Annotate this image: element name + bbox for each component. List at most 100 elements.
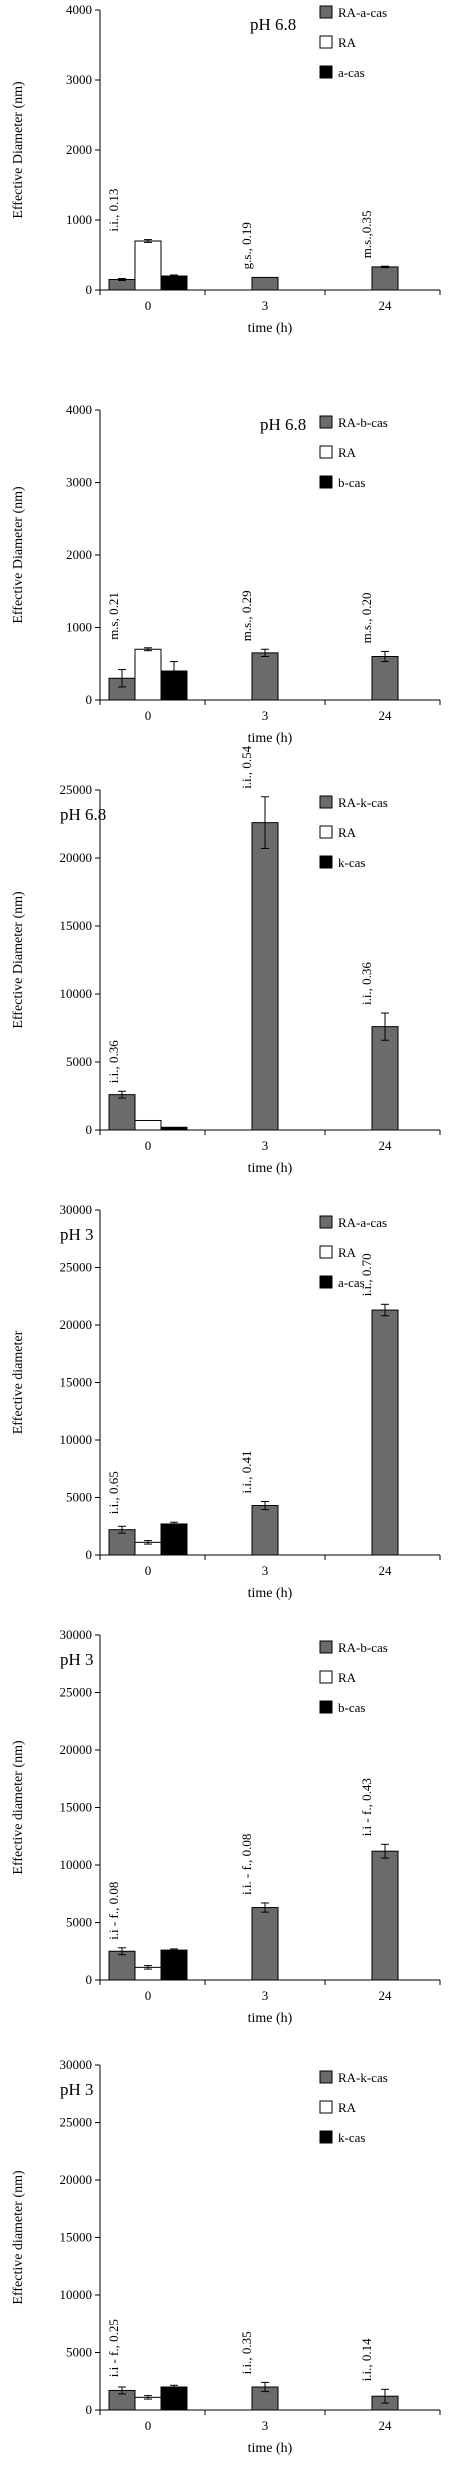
x-axis-label: time (h) [248, 2011, 293, 2026]
bar-annotation: i.i., 0.35 [239, 2331, 254, 2374]
y-tick-label: 2000 [66, 547, 92, 562]
chart-panel-1: 0 1000 2000 3000 4000 0 3 24 time (h) Effective D… [11, 2, 441, 336]
y-tick-label: 25000 [60, 1260, 93, 1275]
y-tick-label: 15000 [60, 918, 93, 933]
bar-ra-b-cas [251, 1907, 279, 1981]
x-tick-label: 0 [145, 1563, 152, 1578]
bar-annotation: i.i., 0.41 [239, 1451, 254, 1494]
bar-ra-a-cas [371, 1309, 399, 1556]
legend-swatch [319, 65, 333, 79]
chart-panel-4: 0 5000 10000 15000 20000 25000 30000 0 3 24 time (… [11, 1202, 441, 1601]
x-axis-label: time (h) [248, 731, 293, 746]
y-tick-label: 0 [86, 1122, 93, 1137]
legend-entry: k-cas [338, 2130, 365, 2145]
bar-annotation: m.s.,0.35 [359, 211, 374, 259]
y-tick-label: 15000 [60, 1375, 93, 1390]
bar-annotation: i.i. - f., 0.08 [239, 1834, 254, 1895]
bar-a-cas [160, 275, 188, 291]
y-tick-label: 5000 [66, 1915, 92, 1930]
legend-swatch [319, 2100, 333, 2114]
x-axis-label: time (h) [248, 2441, 293, 2456]
chart-panel-5: 0 5000 10000 15000 20000 25000 30000 0 3 24 time (… [11, 1627, 441, 2026]
x-tick-label: 0 [145, 1988, 152, 2003]
bar-ra-a-cas [251, 276, 279, 291]
legend-entry: RA-b-cas [338, 1640, 388, 1655]
bar-annotation: i.i., 0.65 [106, 1471, 121, 1514]
y-tick-label: 10000 [60, 1432, 93, 1447]
y-axis-label: Effective Diameter (nm) [11, 81, 26, 219]
chart-panel-6: 0 5000 10000 15000 20000 25000 30000 0 3 24 time (… [11, 2057, 441, 2456]
bar-annotation: i.i., 0.36 [359, 962, 374, 1005]
bar-k-cas [160, 2386, 188, 2411]
x-axis-label: time (h) [248, 321, 293, 336]
legend-swatch [319, 1245, 333, 1259]
y-tick-label: 1000 [66, 212, 92, 227]
bar-ra-a-cas [108, 279, 136, 291]
bar-ra-k-cas [108, 1094, 136, 1131]
legend-entry: RA-k-cas [338, 795, 388, 810]
x-tick-label: 3 [262, 1988, 269, 2003]
bar-annotation: i.i., 0.13 [106, 189, 121, 232]
chart-title: pH 6.8 [250, 15, 296, 34]
y-tick-label: 4000 [66, 402, 92, 417]
y-axis-label: Effective diameter (nm) [11, 2170, 26, 2305]
legend-entry: RA-k-cas [338, 2070, 388, 2085]
y-tick-label: 30000 [60, 1627, 93, 1642]
legend-swatch [319, 5, 333, 19]
bar-annotation: i.i., 0.70 [359, 1253, 374, 1296]
y-axis-label: Effective Diameter (nm) [11, 891, 26, 1029]
y-tick-label: 5000 [66, 1490, 92, 1505]
bar-annotation: m.s, 0.21 [106, 592, 121, 640]
y-tick-label: 0 [86, 692, 93, 707]
y-tick-label: 10000 [60, 986, 93, 1001]
bar-b-cas [160, 670, 188, 701]
legend-entry: RA [338, 445, 357, 460]
legend-swatch [319, 1640, 333, 1654]
bar-ra [134, 1119, 162, 1131]
bar-ra [134, 648, 162, 701]
y-tick-label: 30000 [60, 1202, 93, 1217]
legend-swatch [319, 2130, 333, 2144]
legend-entry: RA-a-cas [338, 1215, 387, 1230]
legend-entry: RA [338, 2100, 357, 2115]
legend-entry: RA-b-cas [338, 415, 388, 430]
bar-k-cas [160, 1126, 188, 1131]
bar-ra [134, 240, 162, 291]
legend-entry: a-cas [338, 65, 365, 80]
bar-ra-a-cas [108, 1529, 136, 1556]
x-tick-label: 3 [262, 1563, 269, 1578]
y-tick-label: 15000 [60, 1800, 93, 1815]
legend-entry: RA [338, 35, 357, 50]
y-tick-label: 0 [86, 1972, 93, 1987]
y-tick-label: 5000 [66, 1054, 92, 1069]
y-tick-label: 20000 [60, 1317, 93, 1332]
chart-title: pH 3 [60, 1650, 94, 1669]
y-tick-label: 4000 [66, 2, 92, 17]
chart-title: pH 6.8 [260, 415, 306, 434]
legend-swatch [319, 35, 333, 49]
x-tick-label: 3 [262, 708, 269, 723]
bar-annotation: m.s., 0.29 [239, 590, 254, 641]
y-axis-label: Effective diameter (nm) [11, 1740, 26, 1875]
y-tick-label: 20000 [60, 850, 93, 865]
legend-swatch [319, 855, 333, 869]
bar-annotation: i.i - f., 0.08 [106, 1882, 121, 1940]
legend-swatch [319, 1700, 333, 1714]
bar-ra-k-cas [251, 822, 279, 1131]
bar-ra-b-cas [108, 1950, 136, 1981]
legend-swatch [319, 2070, 333, 2084]
x-tick-label: 3 [262, 2418, 269, 2433]
y-tick-label: 1000 [66, 620, 92, 635]
bar-annotation: g.s., 0.19 [239, 222, 254, 269]
chart-title: pH 3 [60, 1225, 94, 1244]
bar-a-cas [160, 1523, 188, 1556]
bar-ra-a-cas [371, 266, 399, 291]
bar-b-cas [160, 1949, 188, 1981]
legend-swatch [319, 445, 333, 459]
x-tick-label: 24 [379, 1138, 393, 1153]
y-tick-label: 2000 [66, 142, 92, 157]
legend-swatch [319, 1275, 333, 1289]
chart-panel-2: 0 1000 2000 3000 4000 0 3 24 time (h) Effective D… [11, 402, 441, 746]
chart-title: pH 6.8 [60, 805, 106, 824]
